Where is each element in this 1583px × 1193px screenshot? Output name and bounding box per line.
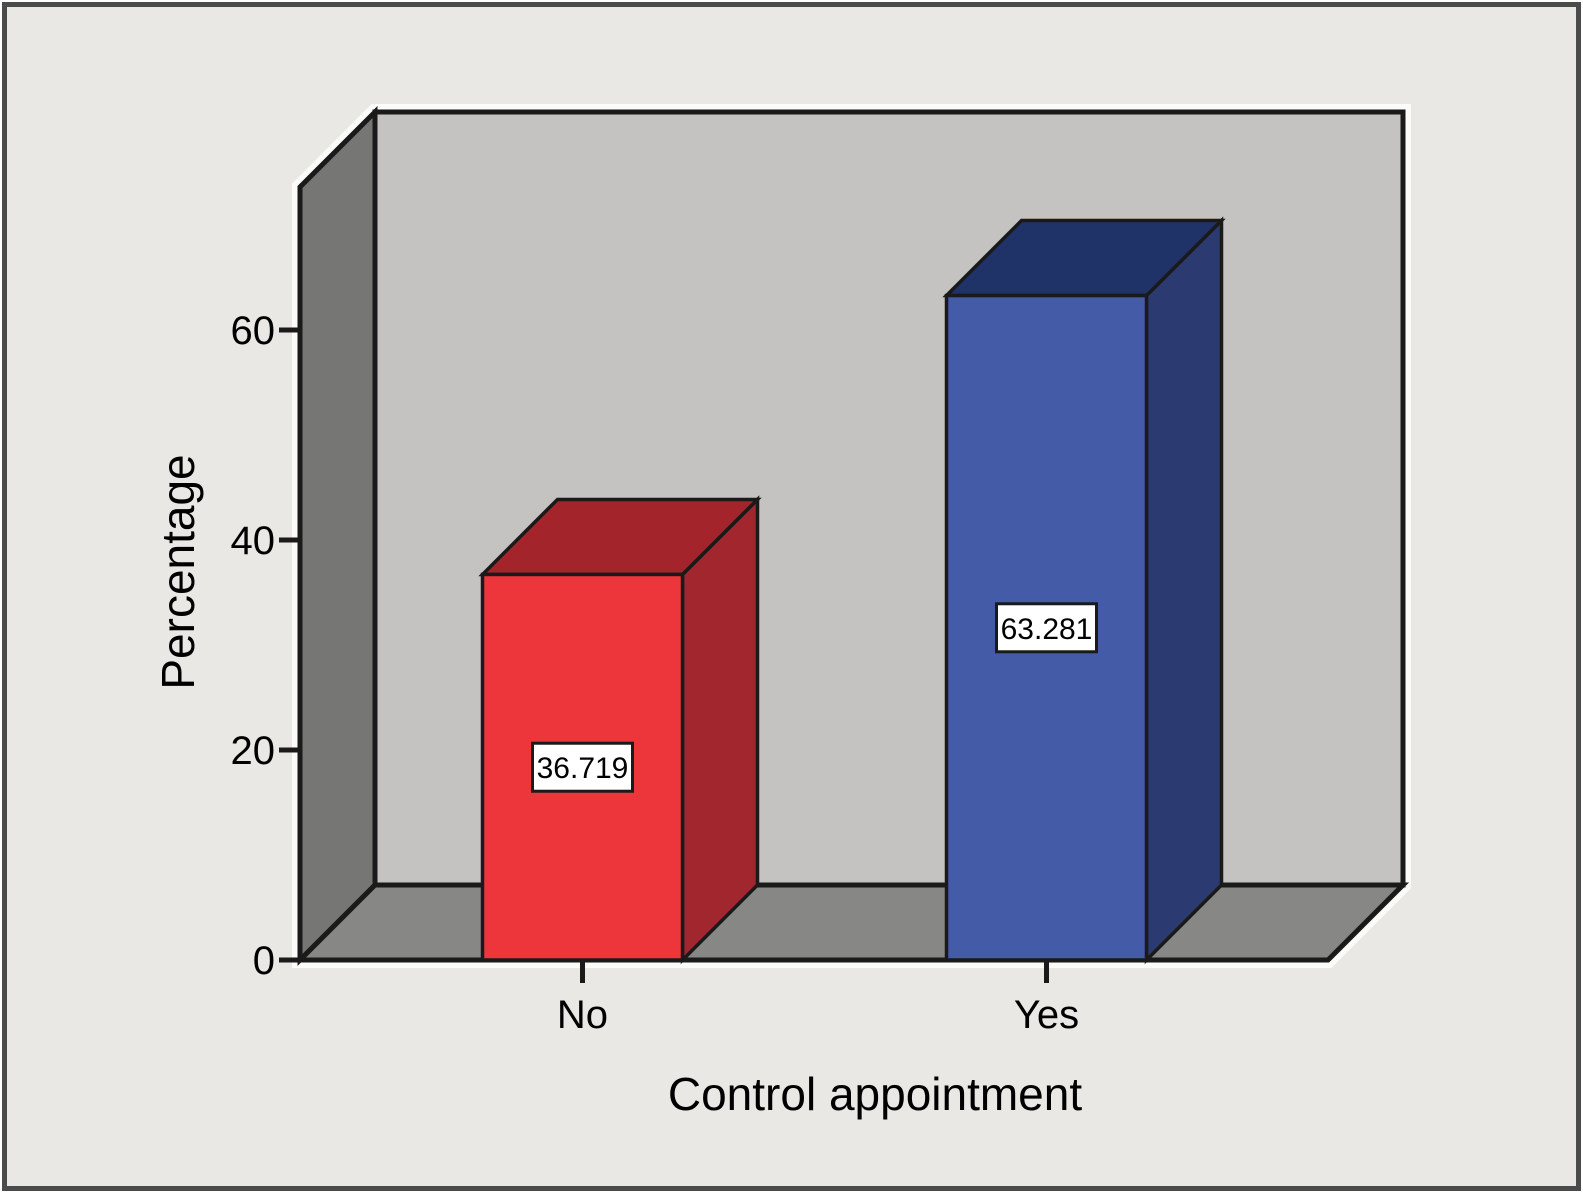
y-axis-title: Percentage bbox=[152, 454, 204, 689]
y-tick-label: 60 bbox=[231, 309, 276, 353]
value-label-no: 36.719 bbox=[537, 752, 629, 785]
x-axis-title: Control appointment bbox=[668, 1068, 1082, 1120]
x-category-label-no: No bbox=[557, 993, 608, 1037]
chart-plot-area: 0 20 40 60 No 36.719 Yes 63.281 bbox=[231, 104, 1411, 1037]
y-tick-label: 40 bbox=[231, 519, 276, 563]
floor bbox=[293, 882, 1410, 963]
bar-side-face-no bbox=[680, 495, 760, 965]
value-label-box-yes bbox=[995, 602, 1098, 654]
y-tick-label: 20 bbox=[231, 729, 276, 773]
y-tick-label: 0 bbox=[253, 939, 275, 983]
value-label-yes: 63.281 bbox=[1001, 613, 1093, 646]
left-wall bbox=[297, 105, 378, 967]
bar-side-face-yes bbox=[1144, 216, 1224, 965]
x-category-label-yes: Yes bbox=[1014, 993, 1079, 1037]
value-label-box-no bbox=[531, 741, 634, 793]
